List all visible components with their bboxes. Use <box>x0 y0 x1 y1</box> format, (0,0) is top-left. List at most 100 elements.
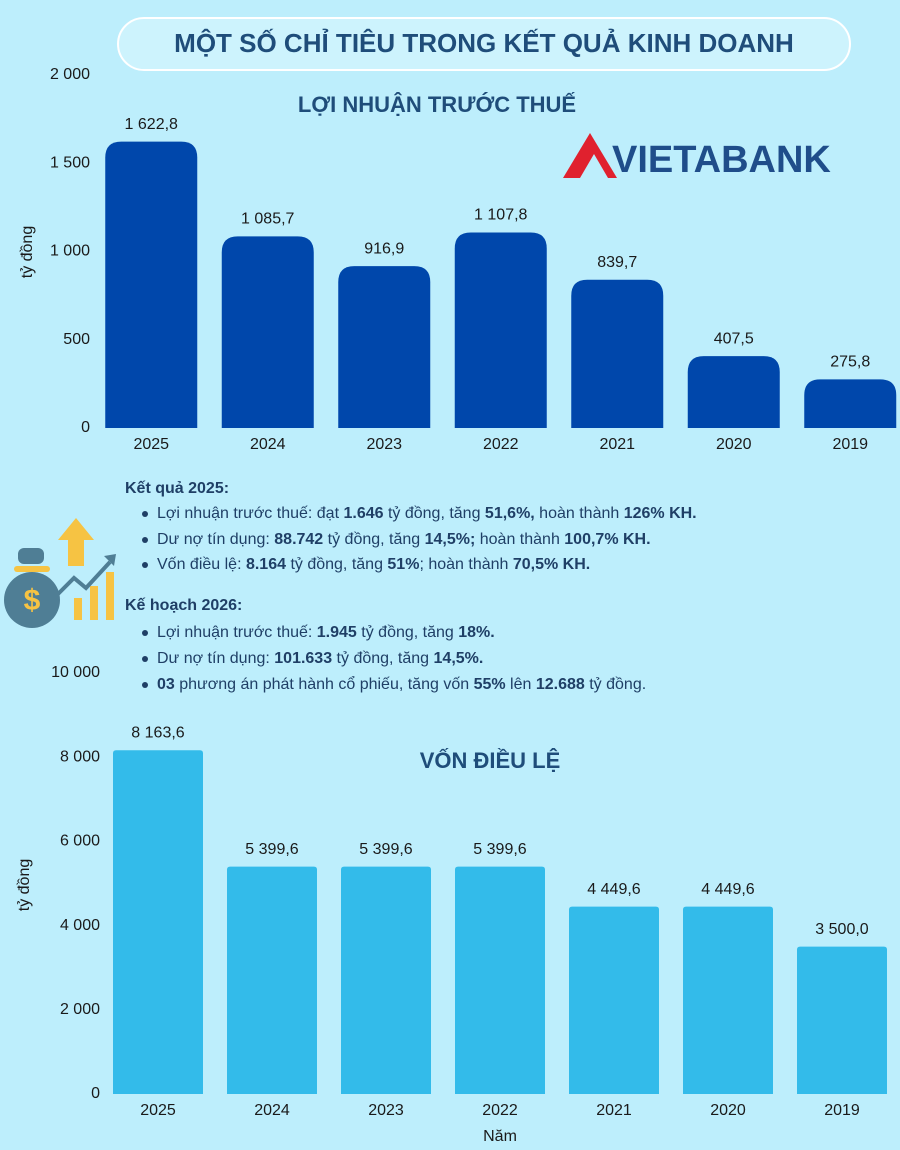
summary-run: hoàn thành <box>535 505 624 522</box>
y-axis-label: tỷ đồng <box>16 859 33 911</box>
dollar: $ <box>24 584 41 617</box>
bullet <box>142 511 148 517</box>
money-icon: $ <box>4 518 116 628</box>
x-axis-label: Năm <box>483 1128 517 1145</box>
y-tick-label: 1 000 <box>50 243 90 260</box>
summary-run: Dư nợ tín dụng: <box>157 531 274 548</box>
data-label: 4 449,6 <box>701 881 754 898</box>
logo-text: VIETABANK <box>612 139 831 181</box>
x-tick-label: 2024 <box>254 1102 290 1119</box>
summary-run: Vốn điều lệ: <box>157 556 246 573</box>
summary-run: tỷ đồng, tăng <box>384 505 485 522</box>
icon-bar <box>90 586 98 620</box>
data-label: 407,5 <box>714 330 754 347</box>
x-tick-label: 2020 <box>716 436 752 453</box>
x-tick-label: 2021 <box>599 436 635 453</box>
logo: VIETABANK <box>563 133 831 181</box>
y-tick-label: 2 000 <box>50 66 90 83</box>
summary-run: tỷ đồng. <box>585 676 646 693</box>
y-tick-label: 8 000 <box>60 748 100 765</box>
bar <box>113 750 203 1094</box>
summary-run: lên <box>506 676 536 693</box>
bar <box>455 866 545 1094</box>
data-label: 1 622,8 <box>125 116 178 133</box>
summary-run: 101.633 <box>274 650 332 667</box>
summary-heading: Kế hoạch 2026: <box>125 597 242 614</box>
bar <box>797 946 887 1094</box>
x-tick-label: 2019 <box>824 1102 860 1119</box>
x-tick-label: 2025 <box>140 1102 176 1119</box>
summary-run: 55% <box>474 676 506 693</box>
summary-run: 70,5% KH. <box>513 556 590 573</box>
summary-run: Lợi nhuận trước thuế: <box>157 624 317 641</box>
data-label: 1 107,8 <box>474 207 527 224</box>
x-tick-label: 2019 <box>832 436 868 453</box>
data-label: 275,8 <box>830 354 870 371</box>
bar <box>227 866 317 1094</box>
data-label: 5 399,6 <box>245 841 298 858</box>
summary-run: 03 <box>157 676 175 693</box>
summary-run: 14,5%; <box>425 531 476 548</box>
logo-mark-inner <box>580 154 608 178</box>
page-title: MỘT SỐ CHỈ TIÊU TRONG KẾT QUẢ KINH DOANH <box>174 28 794 58</box>
bar <box>454 232 547 428</box>
summary-run: 51% <box>387 556 419 573</box>
summary-run: Dư nợ tín dụng: <box>157 650 274 667</box>
summary-run: 14,5%. <box>434 650 484 667</box>
trend-head <box>104 554 116 566</box>
bag-top <box>18 548 44 564</box>
summary-run: 51,6%, <box>485 505 535 522</box>
y-tick-label: 0 <box>81 419 90 436</box>
bar <box>341 866 431 1094</box>
y-tick-label: 0 <box>91 1085 100 1102</box>
summary-run: 12.688 <box>536 676 585 693</box>
y-axis-label: tỷ đồng <box>19 226 36 278</box>
summary-item: Lợi nhuận trước thuế: 1.945 tỷ đồng, tăn… <box>157 624 495 641</box>
icon-bar <box>74 598 82 620</box>
bar <box>804 379 897 428</box>
x-tick-label: 2023 <box>366 436 402 453</box>
chart-title: VỐN ĐIỀU LỆ <box>420 747 561 773</box>
data-label: 4 449,6 <box>587 881 640 898</box>
summary-run: Lợi nhuận trước thuế: đạt <box>157 505 343 522</box>
bar <box>569 906 659 1094</box>
summary-run: 18%. <box>458 624 494 641</box>
bullet <box>142 656 148 662</box>
bar <box>338 266 431 428</box>
data-label: 5 399,6 <box>473 841 526 858</box>
trend <box>52 560 112 600</box>
summary-run: tỷ đồng, tăng <box>323 531 424 548</box>
y-tick-label: 2 000 <box>60 1001 100 1018</box>
title-pill <box>117 17 851 71</box>
y-tick-label: 6 000 <box>60 833 100 850</box>
data-label: 839,7 <box>597 254 637 271</box>
y-tick-label: 1 500 <box>50 154 90 171</box>
summary-item: Dư nợ tín dụng: 88.742 tỷ đồng, tăng 14,… <box>157 531 651 548</box>
bullet <box>142 682 148 688</box>
x-tick-label: 2021 <box>596 1102 632 1119</box>
summary-run: ; hoàn thành <box>419 556 512 573</box>
bullet <box>142 537 148 543</box>
y-tick-label: 10 000 <box>51 664 100 681</box>
bar <box>221 236 314 428</box>
summary-item: Vốn điều lệ: 8.164 tỷ đồng, tăng 51%; ho… <box>157 556 590 573</box>
summary-run: hoàn thành <box>475 531 564 548</box>
data-label: 8 163,6 <box>131 725 184 742</box>
arrow-up <box>58 518 94 566</box>
x-tick-label: 2024 <box>250 436 286 453</box>
data-label: 1 085,7 <box>241 211 294 228</box>
x-tick-label: 2020 <box>710 1102 746 1119</box>
summary-heading: Kết quả 2025: <box>125 480 229 497</box>
summary-run: 1.646 <box>343 505 383 522</box>
x-tick-label: 2023 <box>368 1102 404 1119</box>
summary-run: 126% KH. <box>624 505 697 522</box>
bullet <box>142 630 148 636</box>
summary-item: Dư nợ tín dụng: 101.633 tỷ đồng, tăng 14… <box>157 650 483 667</box>
bar <box>105 141 198 428</box>
data-label: 916,9 <box>364 240 404 257</box>
x-tick-label: 2022 <box>482 1102 518 1119</box>
summary-run: 1.945 <box>317 624 357 641</box>
summary-run: 88.742 <box>274 531 323 548</box>
data-label: 5 399,6 <box>359 841 412 858</box>
